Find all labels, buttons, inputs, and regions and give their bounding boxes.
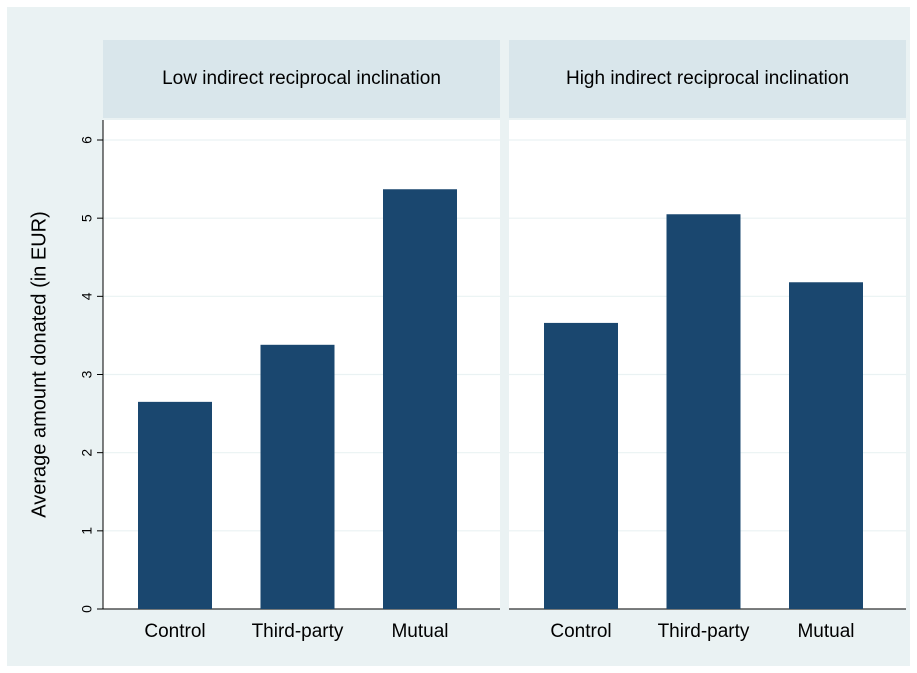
panel-header [103, 40, 500, 118]
y-tick-label: 2 [79, 449, 95, 457]
panel-header [509, 40, 906, 118]
y-tick-label: 1 [79, 527, 95, 535]
x-tick-label: Mutual [797, 621, 854, 642]
y-tick-label: 6 [79, 136, 95, 144]
y-tick-label: 3 [79, 370, 95, 378]
panel-title: Low indirect reciprocal inclination [162, 68, 441, 89]
x-tick-label: Third-party [252, 621, 344, 642]
x-tick-label: Mutual [391, 621, 448, 642]
bar [789, 282, 863, 609]
bar [383, 189, 457, 609]
bar [138, 401, 212, 609]
bar [666, 214, 741, 609]
y-tick-label: 0 [79, 605, 95, 613]
panel-title: High indirect reciprocal inclination [566, 68, 849, 89]
x-tick-label: Control [144, 621, 205, 642]
bar [544, 322, 618, 609]
x-tick-label: Third-party [658, 621, 750, 642]
x-tick-label: Control [550, 621, 611, 642]
y-tick-label: 4 [79, 292, 95, 300]
bar [260, 344, 335, 609]
y-axis-label: Average amount donated (in EUR) [28, 211, 50, 517]
y-tick-label: 5 [79, 214, 95, 222]
